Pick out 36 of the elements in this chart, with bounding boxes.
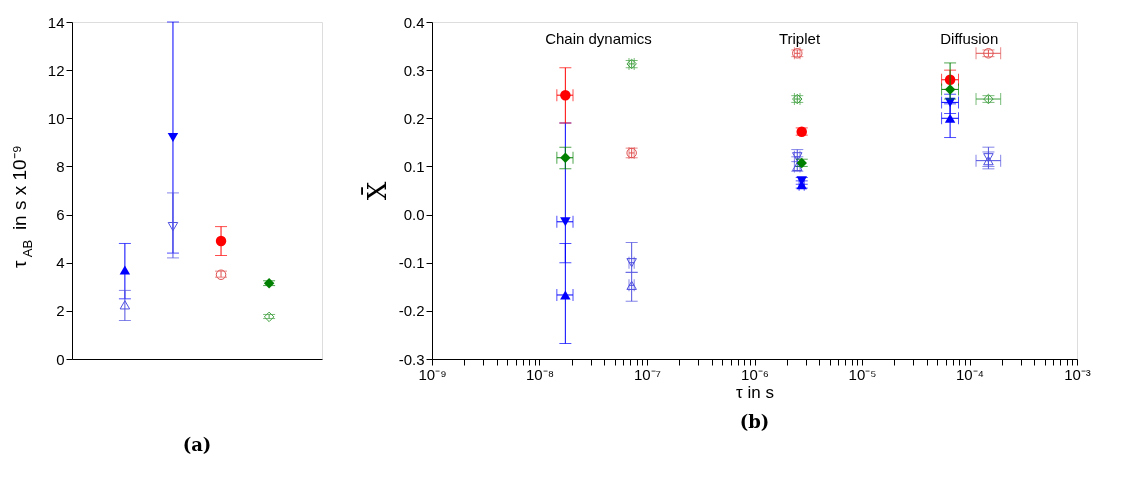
x-axis-title: τ in s [736, 382, 774, 402]
y-tick-label: 6 [56, 206, 65, 224]
y-tick-label: 8 [56, 157, 65, 175]
x-tick-label: 10⁻⁸ [525, 365, 555, 383]
text: (b) [739, 411, 770, 432]
annotation: Chain dynamics [545, 30, 652, 47]
y-tick-label: -0.1 [398, 254, 425, 272]
annotation: Triplet [778, 30, 821, 47]
y-tick-label: -0.3 [398, 350, 425, 368]
x-tick-label: 10⁻⁵ [848, 365, 877, 383]
y-tick-label: 2 [56, 302, 65, 320]
x-tick-label: 10⁻⁷ [633, 365, 662, 383]
x-tick-label: 10⁻⁴ [955, 365, 985, 383]
y-tick-label: 0 [56, 350, 65, 368]
point [119, 265, 131, 275]
y-tick-label: 0.1 [403, 157, 425, 175]
y-tick-label: 0.3 [403, 61, 425, 79]
point [167, 222, 179, 232]
y-tick-label: 14 [47, 13, 65, 31]
y-tick-label: 0.0 [403, 206, 425, 224]
y-tick-label: 0.2 [403, 109, 425, 127]
point [119, 300, 131, 310]
y-tick-label: -0.2 [398, 302, 425, 320]
y-tick-label: 0.4 [403, 13, 425, 31]
x-tick-label: 10⁻³ [1064, 365, 1091, 383]
y-axis-title: X̄ [360, 181, 392, 201]
point [167, 133, 179, 143]
x-tick-label: 10⁻⁹ [418, 365, 447, 383]
y-tick-label: 4 [56, 254, 65, 272]
x-tick-label: 10⁻⁶ [741, 365, 769, 383]
y-axis-title: τAB in s x 10⁻⁹ [9, 145, 35, 268]
y-tick-label: 12 [47, 61, 65, 79]
point [215, 235, 227, 247]
annotation: Diffusion [940, 30, 999, 47]
y-tick-label: 10 [47, 109, 65, 127]
text: (a) [182, 434, 212, 455]
